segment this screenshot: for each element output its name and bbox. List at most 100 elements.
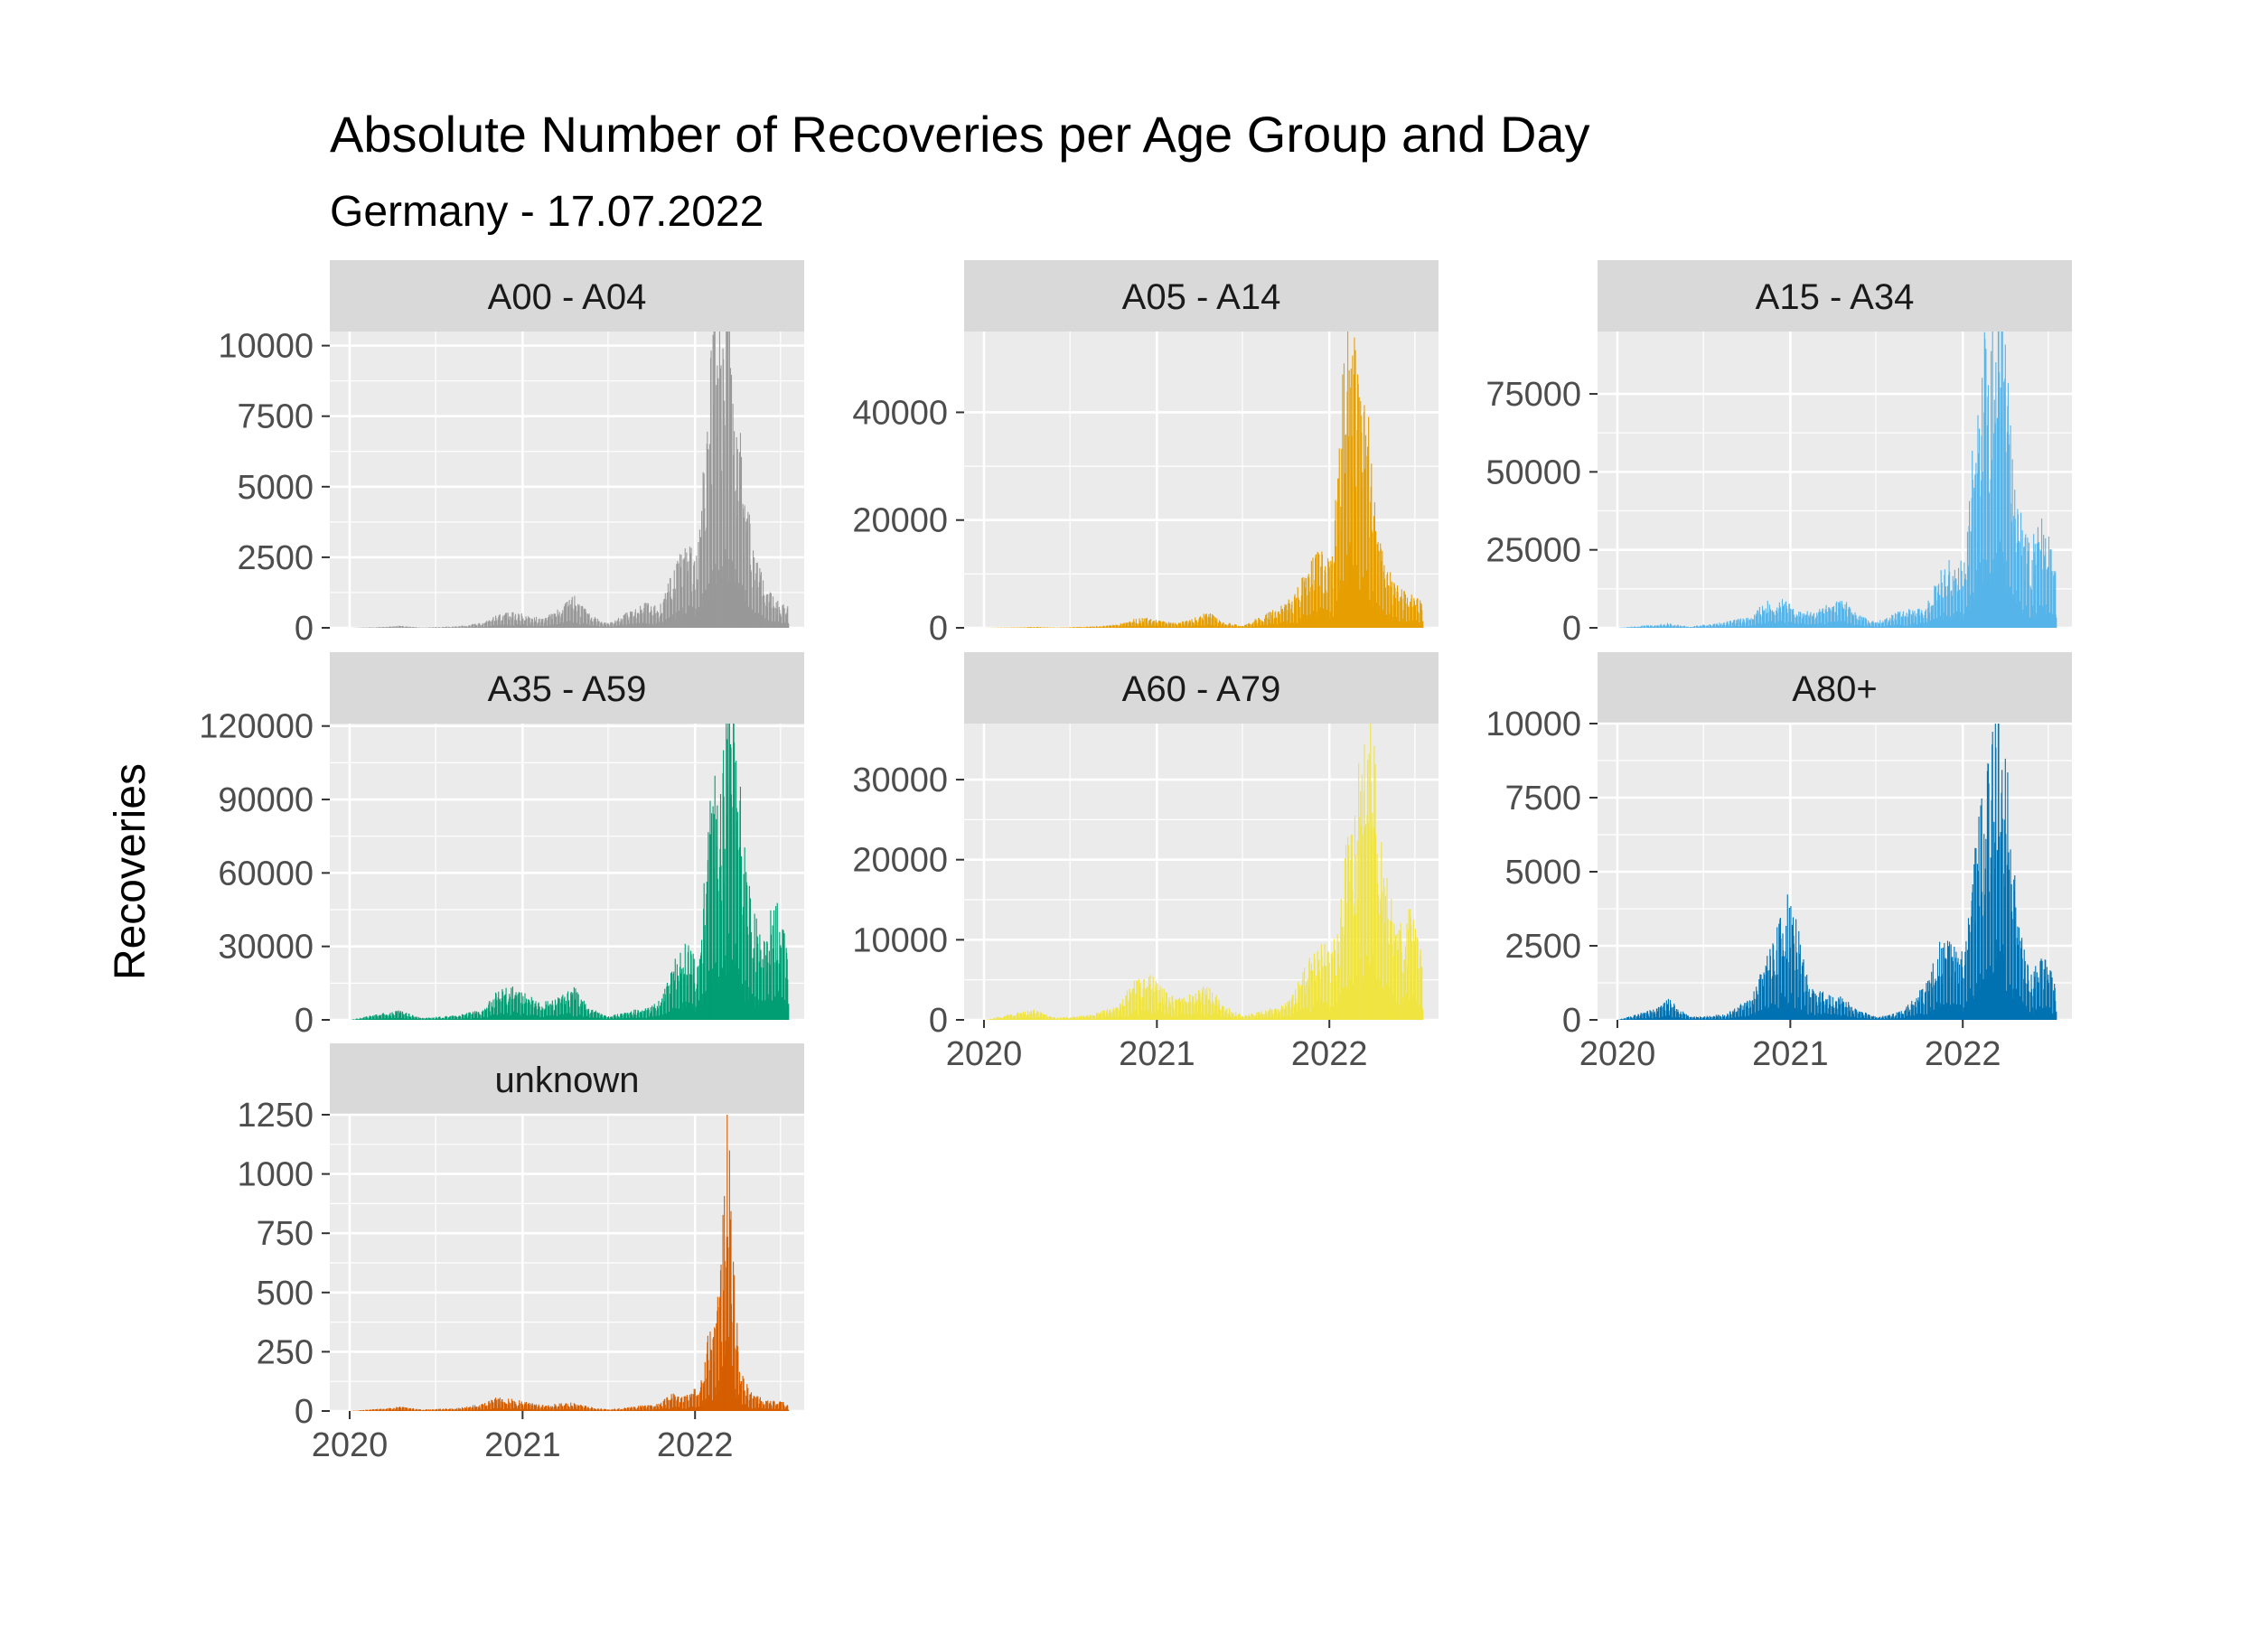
- daily-bar: [618, 621, 620, 628]
- daily-bar: [499, 614, 501, 628]
- daily-bar: [1388, 586, 1390, 628]
- daily-bar: [1176, 624, 1178, 628]
- daily-bar: [1140, 623, 1142, 628]
- daily-bar: [1919, 615, 1921, 628]
- daily-bar: [1107, 1016, 1110, 1020]
- series-bars: [1617, 332, 2057, 628]
- daily-bar: [397, 1011, 398, 1020]
- daily-bar: [757, 943, 759, 1020]
- daily-bar: [720, 901, 723, 1020]
- daily-bar: [1276, 617, 1278, 628]
- daily-bar: [403, 1014, 405, 1020]
- daily-bar: [469, 1012, 471, 1020]
- daily-bar: [1856, 619, 1858, 628]
- daily-bar: [1328, 962, 1330, 1020]
- daily-bar: [1394, 935, 1397, 1020]
- daily-bar: [580, 606, 582, 628]
- daily-bar: [1242, 626, 1244, 628]
- daily-bar: [1143, 618, 1145, 628]
- daily-bar: [1368, 537, 1370, 628]
- facet-panels: A00 - A04 0 2500 5000 7500 10000 A05 - A14 0 200…: [199, 260, 2072, 1464]
- daily-bar: [775, 602, 777, 628]
- daily-bar: [436, 1017, 438, 1020]
- daily-bar: [1209, 613, 1212, 628]
- daily-bar: [1133, 980, 1135, 1020]
- daily-bar: [1279, 613, 1280, 628]
- daily-bar: [2051, 571, 2053, 628]
- daily-bar: [1723, 621, 1725, 628]
- daily-bar: [1031, 1013, 1033, 1020]
- daily-bar: [1179, 1001, 1182, 1020]
- daily-bar: [638, 1013, 640, 1020]
- daily-bar: [552, 1005, 554, 1020]
- daily-bar: [1081, 627, 1082, 628]
- daily-bar: [1033, 1009, 1035, 1020]
- daily-bar: [363, 1016, 365, 1020]
- daily-bar: [568, 600, 570, 628]
- daily-bar: [1338, 967, 1340, 1020]
- daily-bar: [1296, 1003, 1298, 1020]
- daily-bar: [582, 1001, 584, 1020]
- daily-bar: [1664, 625, 1666, 628]
- daily-bar: [2038, 542, 2039, 628]
- daily-bar: [727, 724, 729, 1020]
- daily-bar: [676, 564, 678, 628]
- daily-bar: [632, 1014, 633, 1020]
- daily-bar: [588, 1014, 590, 1020]
- daily-bar: [1651, 1012, 1653, 1020]
- daily-bar: [389, 626, 392, 628]
- daily-bar: [788, 1004, 790, 1020]
- daily-bar: [1982, 472, 1983, 628]
- daily-bar: [1889, 618, 1891, 628]
- daily-bar: [1790, 608, 1792, 628]
- daily-bar: [764, 603, 765, 628]
- daily-bar: [486, 1007, 488, 1020]
- daily-bar: [1328, 566, 1330, 628]
- daily-bar: [1203, 986, 1204, 1020]
- daily-bar: [1036, 1011, 1038, 1020]
- daily-bar: [2032, 605, 2034, 628]
- daily-bar: [1289, 999, 1290, 1020]
- daily-bar: [565, 602, 567, 628]
- daily-bar: [777, 601, 779, 628]
- daily-bar: [737, 500, 739, 628]
- daily-bar: [1199, 616, 1202, 628]
- daily-bar: [1699, 1016, 1701, 1020]
- daily-bar: [1408, 909, 1410, 1020]
- daily-bar: [614, 621, 616, 628]
- daily-bar: [1083, 1016, 1085, 1020]
- facet-panel: A35 - A59 0 30000 60000 90000 120000: [199, 652, 804, 1040]
- daily-bar: [678, 563, 679, 628]
- daily-bar: [1664, 1010, 1666, 1020]
- daily-bar: [1150, 619, 1152, 628]
- facet-panel: A15 - A34 0 25000 50000 75000: [1485, 260, 2072, 648]
- daily-bar: [1939, 594, 1941, 628]
- daily-bar: [634, 609, 636, 628]
- daily-bar: [1734, 619, 1736, 628]
- daily-bar: [1183, 997, 1185, 1020]
- daily-bar: [1077, 1017, 1079, 1020]
- daily-bar: [1308, 958, 1310, 1020]
- daily-bar: [1256, 1012, 1258, 1020]
- daily-bar: [1969, 500, 1971, 628]
- daily-bar: [1239, 1014, 1241, 1020]
- daily-bar: [1031, 627, 1033, 628]
- daily-bar: [1784, 603, 1785, 628]
- daily-bar: [1127, 1001, 1129, 1020]
- daily-bar: [1216, 618, 1218, 628]
- daily-bar: [463, 625, 464, 628]
- daily-bar: [393, 626, 395, 628]
- daily-bar: [754, 913, 755, 1020]
- daily-bar: [1246, 1016, 1248, 1020]
- daily-bar: [1021, 1013, 1023, 1020]
- daily-bar: [1998, 372, 2001, 628]
- y-tick-label: 0: [1562, 610, 1581, 648]
- facet-strip-label: A15 - A34: [1756, 277, 1915, 317]
- daily-bar: [1372, 812, 1373, 1020]
- daily-bar: [1800, 612, 1802, 628]
- daily-bar: [608, 624, 610, 628]
- daily-bar: [453, 1015, 455, 1020]
- daily-bar: [1286, 604, 1288, 628]
- daily-bar: [1401, 599, 1403, 628]
- daily-bar: [1674, 1011, 1676, 1020]
